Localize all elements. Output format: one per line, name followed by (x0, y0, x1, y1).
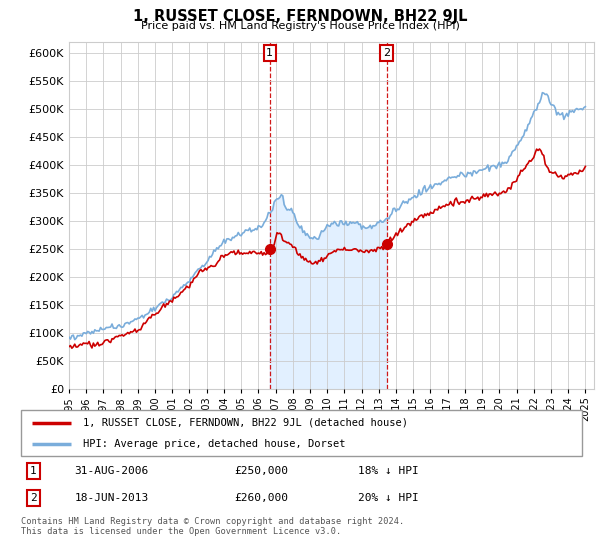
Text: 1: 1 (266, 48, 274, 58)
Text: HPI: Average price, detached house, Dorset: HPI: Average price, detached house, Dors… (83, 439, 345, 449)
Text: 1: 1 (30, 466, 37, 475)
FancyBboxPatch shape (21, 410, 582, 456)
Text: £250,000: £250,000 (234, 466, 288, 475)
Text: 1, RUSSET CLOSE, FERNDOWN, BH22 9JL: 1, RUSSET CLOSE, FERNDOWN, BH22 9JL (133, 9, 467, 24)
Text: Price paid vs. HM Land Registry's House Price Index (HPI): Price paid vs. HM Land Registry's House … (140, 21, 460, 31)
Text: 20% ↓ HPI: 20% ↓ HPI (358, 493, 418, 503)
Text: 1, RUSSET CLOSE, FERNDOWN, BH22 9JL (detached house): 1, RUSSET CLOSE, FERNDOWN, BH22 9JL (det… (83, 418, 408, 428)
Text: £260,000: £260,000 (234, 493, 288, 503)
Text: 2: 2 (383, 48, 390, 58)
Text: 2: 2 (30, 493, 37, 503)
Text: 18-JUN-2013: 18-JUN-2013 (74, 493, 149, 503)
Text: 18% ↓ HPI: 18% ↓ HPI (358, 466, 418, 475)
Text: 31-AUG-2006: 31-AUG-2006 (74, 466, 149, 475)
Text: Contains HM Land Registry data © Crown copyright and database right 2024.
This d: Contains HM Land Registry data © Crown c… (21, 517, 404, 536)
